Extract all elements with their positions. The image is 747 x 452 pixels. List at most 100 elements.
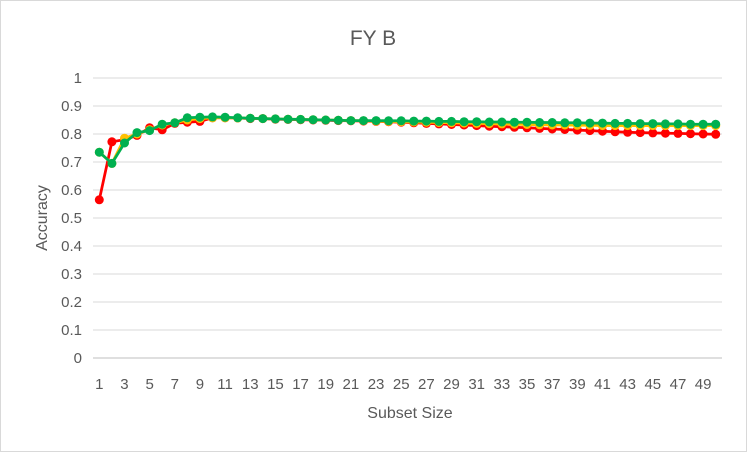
- gridlines: [93, 77, 722, 359]
- data-point: [245, 113, 255, 123]
- data-point: [283, 114, 293, 124]
- data-point: [698, 129, 708, 139]
- data-point: [120, 138, 129, 148]
- data-point: [233, 113, 243, 123]
- data-point: [270, 114, 280, 124]
- x-tick-label: 5: [145, 376, 153, 393]
- data-point: [686, 119, 695, 129]
- y-axis-title: Accuracy: [34, 185, 51, 251]
- series-3: [94, 112, 721, 168]
- x-tick-label: 49: [695, 376, 712, 393]
- chart-title: FY B: [350, 27, 396, 50]
- x-tick-label: 43: [619, 376, 636, 393]
- data-point: [648, 119, 658, 129]
- data-point: [660, 119, 670, 129]
- data-point: [384, 116, 394, 126]
- x-tick-label: 11: [217, 376, 233, 393]
- data-point: [635, 119, 645, 129]
- x-axis-tick-labels: 1 3 5 7 9 11 13 15 17 19 21 23 25 27 29 31 33 35 37 39 41 43 4…: [95, 376, 711, 393]
- x-tick-label: 21: [343, 376, 360, 393]
- data-point: [711, 119, 721, 129]
- x-tick-label: 35: [519, 376, 536, 393]
- data-point: [434, 116, 444, 126]
- x-tick-label: 39: [569, 376, 586, 393]
- series-line: [97, 116, 716, 201]
- data-point: [359, 116, 368, 126]
- y-tick-label: 0.4: [61, 238, 82, 255]
- x-axis-title: Subset Size: [367, 405, 452, 422]
- data-point: [182, 113, 192, 123]
- data-point: [623, 127, 633, 137]
- x-tick-label: 7: [171, 376, 179, 393]
- data-point: [396, 116, 406, 126]
- x-tick-label: 15: [267, 376, 284, 393]
- y-axis-tick-labels: 0 0.1 0.2 0.3 0.4 0.5 0.6 0.7 0.8 0.9 1: [61, 70, 82, 367]
- data-point: [132, 128, 142, 138]
- data-point: [157, 119, 167, 129]
- y-tick-label: 1: [74, 70, 82, 87]
- data-point: [94, 195, 104, 205]
- x-tick-label: 29: [443, 376, 460, 393]
- y-tick-label: 0.9: [61, 98, 82, 115]
- data-point: [107, 137, 117, 147]
- data-point: [660, 128, 670, 138]
- data-point: [598, 118, 607, 128]
- data-point: [447, 116, 456, 126]
- x-tick-label: 3: [120, 376, 128, 393]
- x-tick-label: 31: [468, 376, 485, 393]
- data-point: [296, 114, 306, 124]
- x-tick-label: 19: [317, 376, 334, 393]
- data-point: [107, 158, 117, 168]
- y-tick-label: 0.8: [61, 126, 82, 143]
- x-tick-label: 9: [196, 376, 204, 393]
- data-point: [409, 116, 419, 126]
- y-tick-label: 0.3: [61, 266, 82, 283]
- y-tick-label: 0.6: [61, 182, 82, 199]
- y-tick-label: 0.7: [61, 154, 82, 171]
- x-tick-label: 45: [644, 376, 661, 393]
- data-point: [560, 118, 570, 128]
- y-tick-label: 0.5: [61, 210, 82, 227]
- x-tick-label: 33: [494, 376, 511, 393]
- data-point: [610, 127, 620, 137]
- data-point: [572, 118, 582, 128]
- data-point: [321, 115, 331, 125]
- data-point: [459, 117, 469, 127]
- data-point: [421, 116, 431, 126]
- data-point: [208, 112, 217, 122]
- data-point: [333, 115, 343, 125]
- data-point: [346, 116, 356, 126]
- data-point: [648, 128, 658, 138]
- y-tick-label: 0.1: [61, 322, 82, 339]
- data-point: [585, 118, 595, 128]
- data-point: [484, 117, 494, 127]
- data-point: [673, 128, 683, 138]
- data-point: [610, 118, 620, 128]
- data-point: [686, 129, 695, 139]
- x-tick-label: 23: [368, 376, 385, 393]
- data-point: [497, 117, 507, 127]
- y-tick-label: 0.2: [61, 294, 82, 311]
- data-point: [635, 128, 645, 138]
- data-point: [711, 129, 721, 139]
- data-point: [623, 118, 633, 128]
- data-point: [698, 119, 708, 129]
- data-point: [258, 114, 268, 124]
- x-tick-label: 41: [594, 376, 611, 393]
- x-tick-label: 25: [393, 376, 410, 393]
- data-point: [547, 118, 557, 127]
- x-tick-label: 17: [292, 376, 309, 393]
- x-tick-label: 27: [418, 376, 435, 393]
- data-point: [509, 117, 519, 127]
- data-point: [308, 115, 318, 125]
- data-point: [94, 147, 104, 157]
- x-tick-label: 47: [670, 376, 687, 393]
- data-point: [535, 118, 545, 127]
- y-tick-label: 0: [74, 350, 82, 367]
- data-point: [195, 112, 205, 122]
- x-tick-label: 37: [544, 376, 561, 393]
- data-point: [220, 112, 230, 122]
- data-point: [472, 117, 482, 127]
